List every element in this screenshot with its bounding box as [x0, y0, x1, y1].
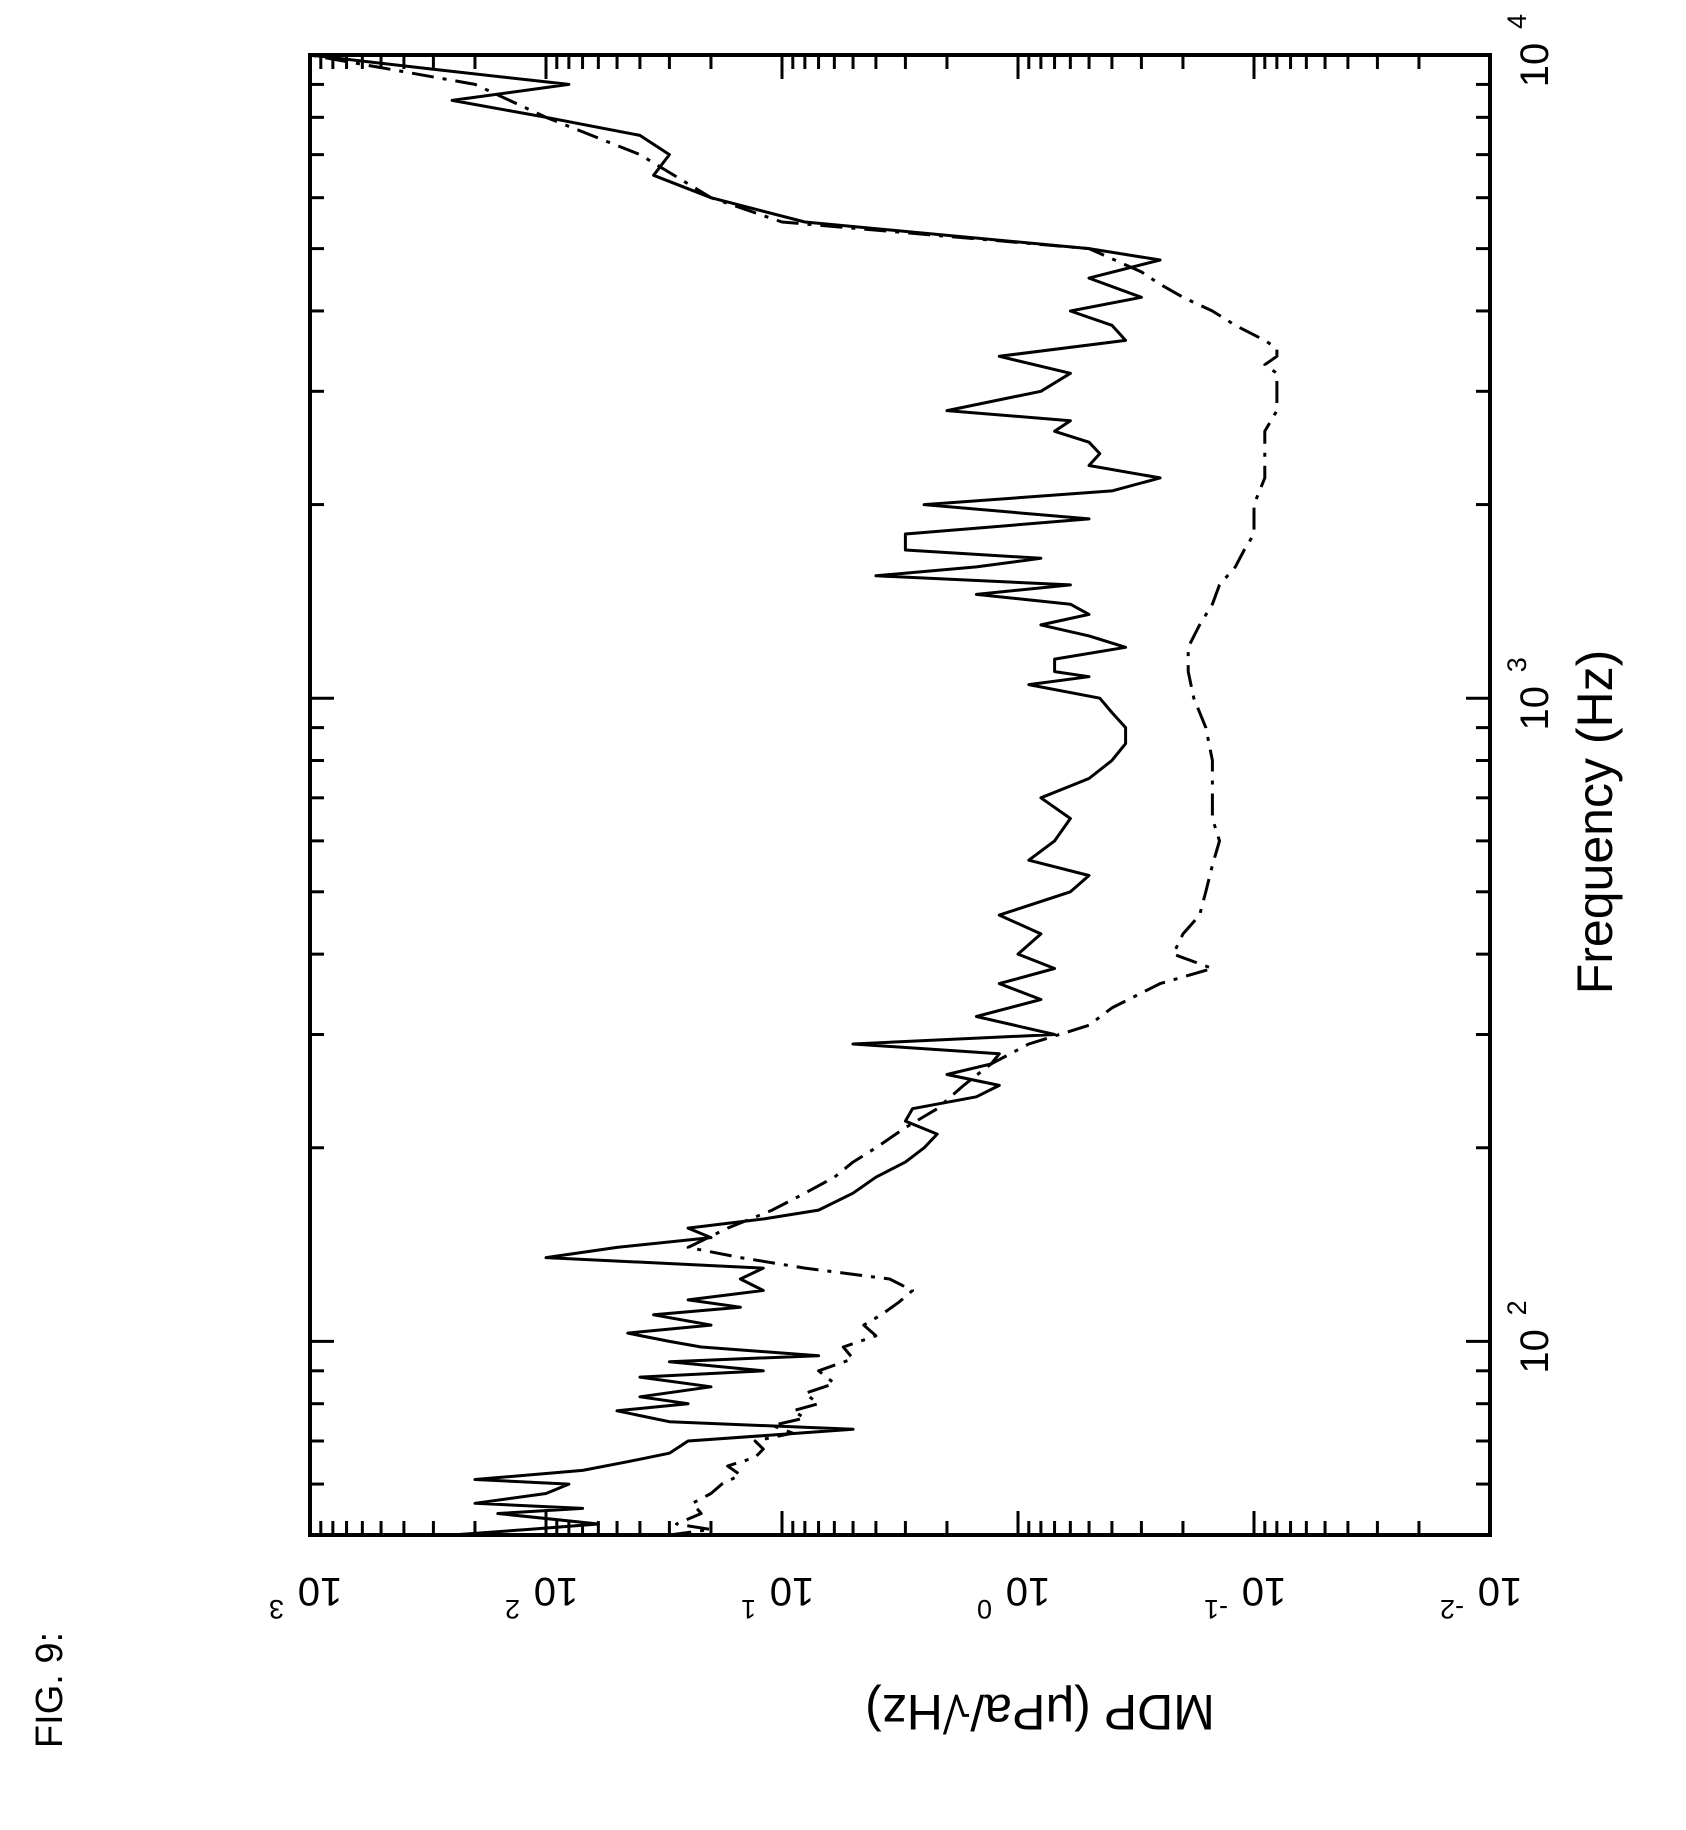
y-tick-label-exponent: 0 — [977, 1594, 992, 1624]
x-tick-label-exponent: 3 — [1502, 657, 1532, 672]
y-tick-label-exponent: -2 — [1440, 1594, 1464, 1624]
y-tick-label: 10 3 — [269, 1569, 342, 1624]
series-line-solid — [310, 55, 1162, 1535]
y-tick-label-exponent: 2 — [505, 1594, 520, 1624]
y-tick-label-exponent: 3 — [269, 1594, 284, 1624]
data-series — [310, 55, 1279, 1535]
x-tick-label-base: 10 — [1513, 686, 1557, 731]
y-tick-label-exponent: 1 — [741, 1594, 756, 1624]
axis-ticks — [308, 55, 1492, 1537]
x-tick-label: 10 2 — [1502, 1300, 1557, 1373]
y-tick-label-base: 10 — [534, 1569, 579, 1613]
y-tick-label: 10 -1 — [1204, 1569, 1286, 1624]
y-tick-label-base: 10 — [1242, 1569, 1287, 1613]
x-tick-label: 10 4 — [1502, 14, 1557, 87]
y-tick-label-base: 10 — [1478, 1569, 1523, 1613]
y-tick-label-base: 10 — [1006, 1569, 1051, 1613]
x-tick-label: 10 3 — [1502, 657, 1557, 730]
y-tick-label: 10 1 — [741, 1569, 814, 1624]
y-tick-label: 10 0 — [977, 1569, 1050, 1624]
x-tick-label-exponent: 4 — [1502, 14, 1532, 29]
y-tick-label: 10 -2 — [1440, 1569, 1522, 1624]
y-tick-label: 10 2 — [505, 1569, 578, 1624]
plot-area-frame — [308, 53, 1492, 1537]
figure-label: FIG. 9: — [29, 1632, 71, 1748]
x-tick-label-exponent: 2 — [1502, 1300, 1532, 1315]
y-tick-label-exponent: -1 — [1204, 1594, 1228, 1624]
series-line-dash-dot — [310, 55, 1279, 1535]
x-tick-label-base: 10 — [1513, 1329, 1557, 1374]
y-tick-label-base: 10 — [298, 1569, 343, 1613]
y-axis-title: MDP (μPa/√Hz) — [865, 1684, 1215, 1740]
x-axis-title: Frequency (Hz) — [1567, 650, 1623, 995]
tick-labels: 10 2 10 3 10 4 10 3 10 2 10 1 10 0 10 -1 10 -2 — [269, 14, 1557, 1624]
y-tick-label-base: 10 — [770, 1569, 815, 1613]
x-tick-label-base: 10 — [1513, 43, 1557, 88]
